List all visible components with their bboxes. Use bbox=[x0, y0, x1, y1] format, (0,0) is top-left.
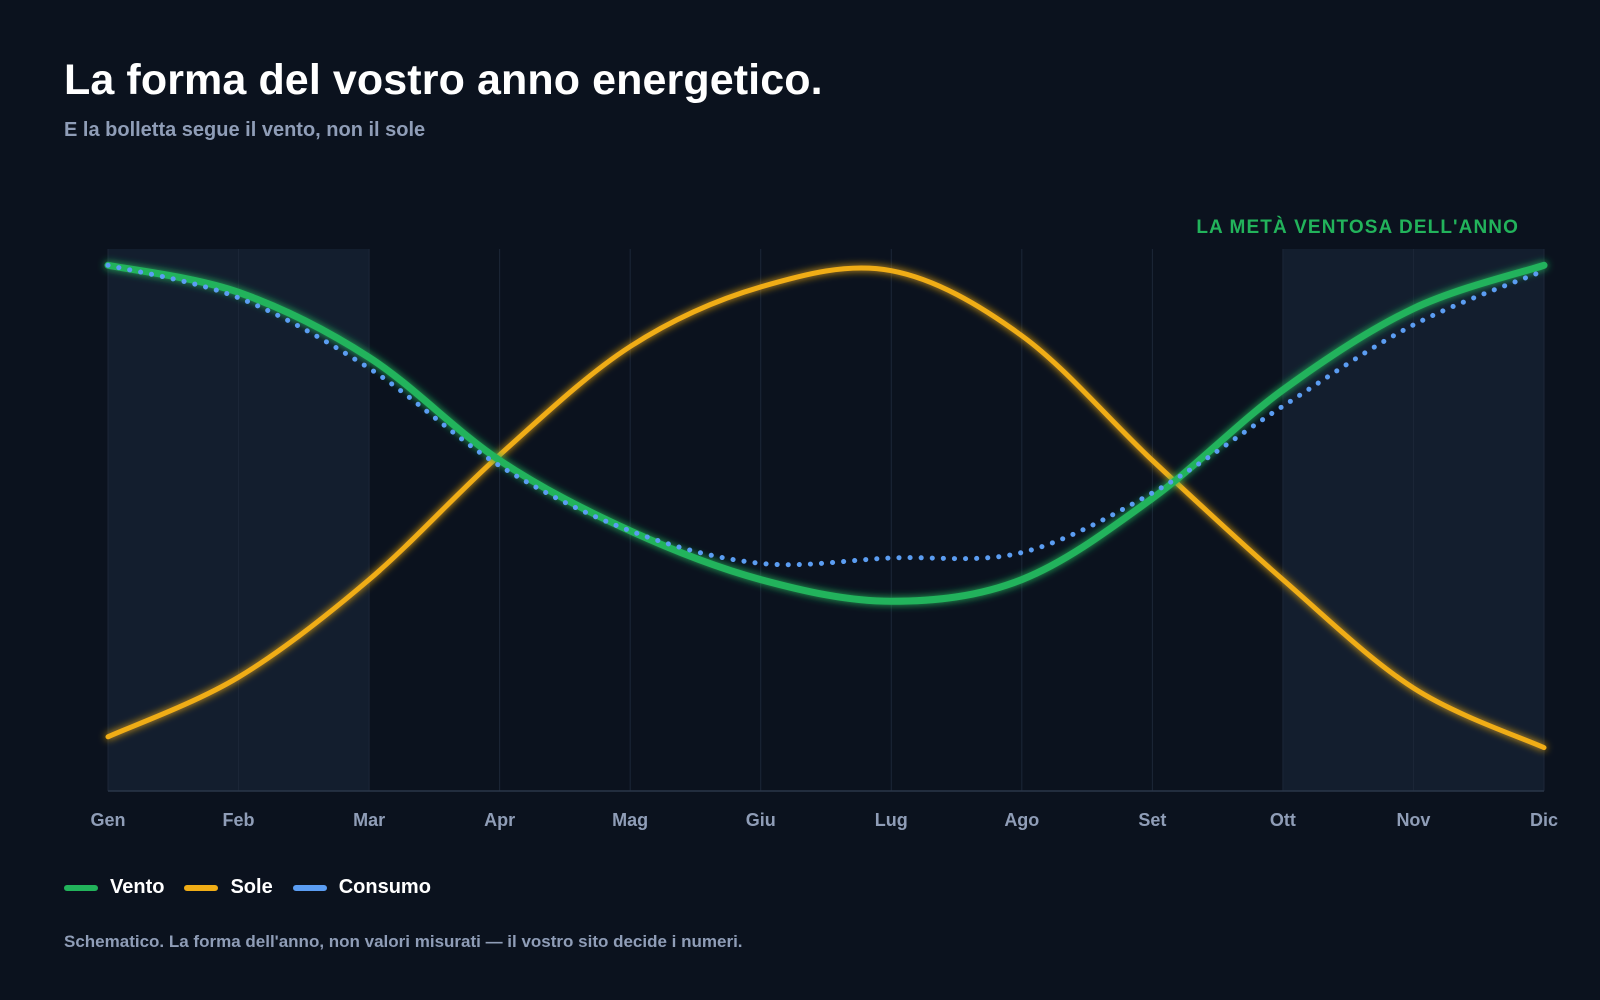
legend-swatch-consumo bbox=[292, 884, 327, 891]
tick-label-mag: Mag bbox=[612, 810, 648, 830]
chart-title: La forma del vostro anno energetico. bbox=[64, 56, 823, 104]
tick-label-lug: Lug bbox=[875, 810, 908, 830]
x-axis-tick-labels: Gen Feb Mar Apr Mag Giu Lug Ago Set Ott Nov Dic bbox=[90, 810, 1558, 830]
legend-swatch-vento bbox=[64, 884, 98, 891]
chart-subtitle: E la bolletta segue il vento, non il sol… bbox=[64, 119, 426, 141]
series-lines bbox=[104, 261, 1548, 751]
tick-label-dic: Dic bbox=[1530, 810, 1558, 830]
series-line-sole bbox=[105, 265, 1547, 751]
legend-label-vento: Vento bbox=[110, 876, 165, 898]
tick-label-set: Set bbox=[1138, 810, 1166, 830]
tick-label-apr: Apr bbox=[484, 810, 515, 830]
footnote: Schematico. La forma dell'anno, non valo… bbox=[64, 932, 743, 951]
tick-label-nov: Nov bbox=[1396, 810, 1430, 830]
tick-label-gen: Gen bbox=[90, 810, 125, 830]
tick-label-mar: Mar bbox=[353, 810, 385, 830]
legend-item-sole: Sole bbox=[184, 876, 273, 899]
legend-label-sole: Sole bbox=[230, 876, 273, 898]
tick-label-ott: Ott bbox=[1270, 810, 1296, 830]
legend-label-consumo: Consumo bbox=[338, 876, 431, 898]
vertical-gridlines bbox=[107, 249, 1545, 791]
series-line-vento bbox=[104, 261, 1548, 605]
tick-label-giu: Giu bbox=[746, 810, 776, 830]
windy-half-annotation: LA METÀ VENTOSA DELL'ANNO bbox=[1196, 217, 1519, 238]
legend-swatch-sole bbox=[184, 884, 219, 891]
tick-label-ago: Ago bbox=[1004, 810, 1039, 830]
tick-label-feb: Feb bbox=[223, 810, 255, 830]
series-line-consumo bbox=[105, 262, 1547, 568]
legend-item-consumo: Consumo bbox=[292, 876, 431, 899]
energy-year-chart: Gen Feb Mar Apr Mag Giu Lug Ago Set Ott Nov Dic bbox=[90, 249, 1558, 830]
legend: Vento Sole Consumo bbox=[64, 876, 451, 899]
legend-item-vento: Vento bbox=[64, 876, 164, 899]
